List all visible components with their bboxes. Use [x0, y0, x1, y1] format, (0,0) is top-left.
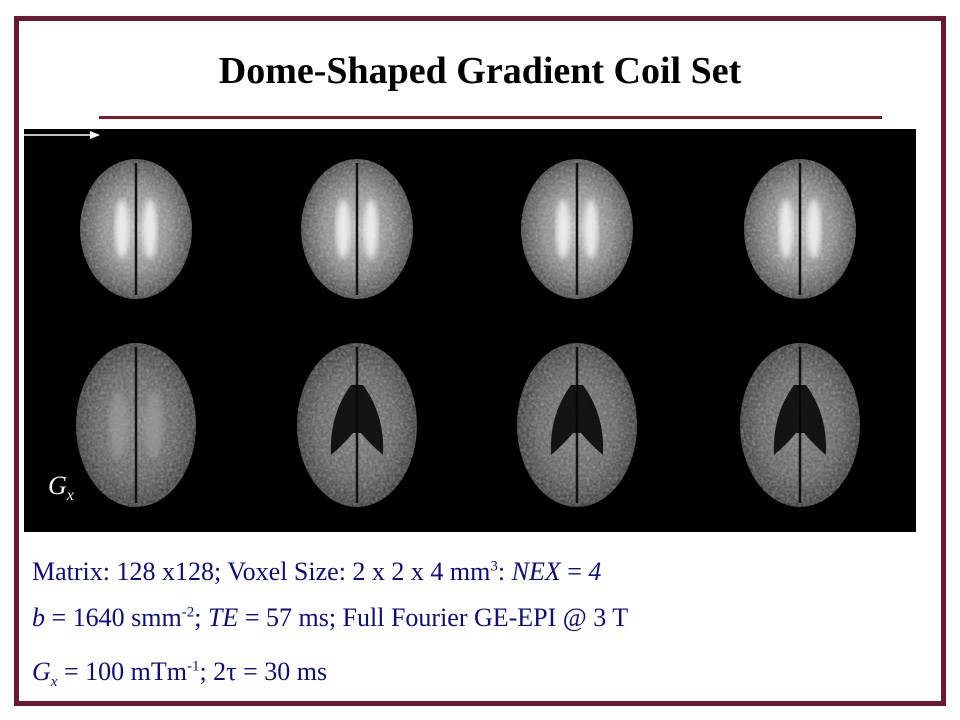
param-line-bvalue: b = 1640 smm-2; TE = 57 ms; Full Fourier… [32, 603, 629, 632]
slide-title: Dome-Shaped Gradient Coil Set [218, 50, 742, 92]
mri-slice-6 [297, 343, 417, 507]
param-line-gradient: Gx = 100 mTm-1; 2τ = 30 ms [32, 657, 328, 691]
title-underline [99, 116, 882, 119]
gx-axis-label: Gx [48, 471, 74, 505]
gradient-direction-arrow [24, 131, 100, 139]
mri-slice-2 [301, 159, 413, 299]
mri-slice-1 [80, 159, 192, 299]
param-line-matrix: Matrix: 128 x128; Voxel Size: 2 x 2 x 4 … [32, 557, 602, 586]
mri-image-panel: Gx [24, 129, 916, 532]
mri-slice-5 [76, 343, 196, 507]
mri-slice-8 [740, 343, 860, 507]
slide-frame: Dome-Shaped Gradient Coil Set [14, 16, 946, 706]
mri-slices-graphic [76, 159, 860, 507]
mri-slice-3 [521, 159, 633, 299]
mri-slice-4 [744, 159, 856, 299]
mri-slice-7 [517, 343, 637, 507]
